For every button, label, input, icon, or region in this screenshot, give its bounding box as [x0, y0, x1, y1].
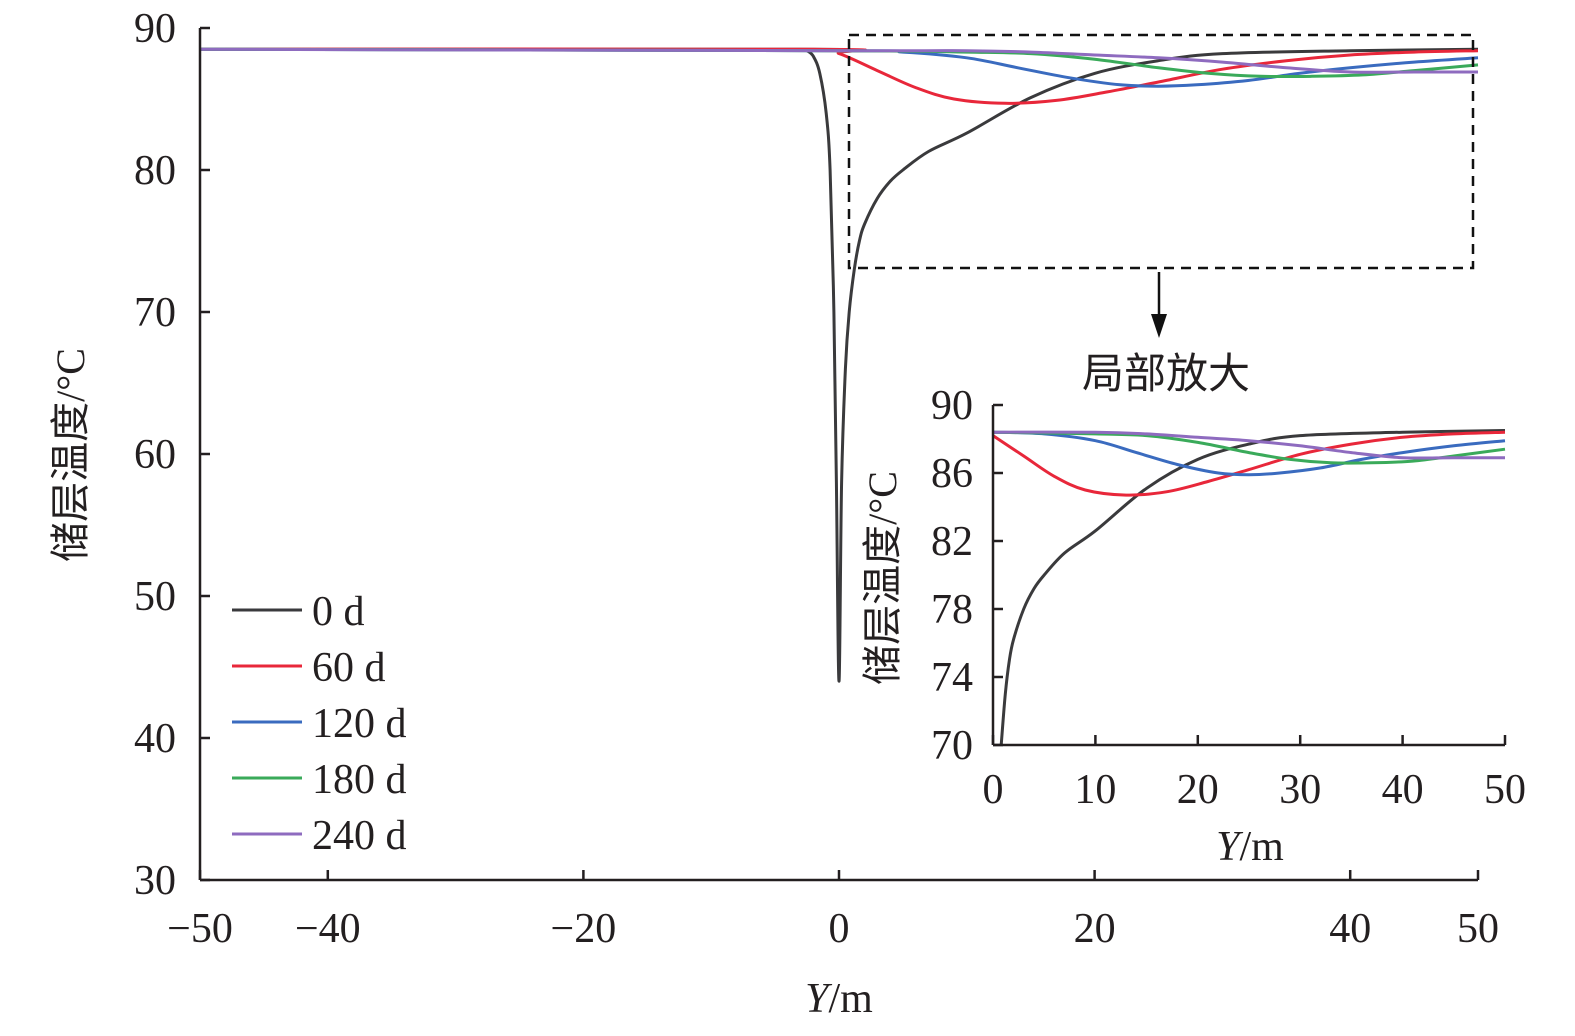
main-series-line-240d	[199, 47, 1478, 74]
legend: 0 d 60 d 120 d 180 d 240 d	[232, 589, 407, 859]
inset-series-line-120d	[992, 430, 1506, 477]
inset-y-tick-label: 74	[931, 655, 973, 701]
inset-y-tick-label: 90	[931, 383, 973, 429]
legend-label: 120 d	[312, 701, 407, 747]
main-x-tick-label: 50	[1457, 906, 1499, 952]
inset-y-tick-label: 78	[931, 587, 973, 633]
inset-x-tick-label: 20	[1177, 767, 1219, 813]
inset-series-line-60d	[992, 430, 1506, 497]
inset-x-tick-label: 30	[1279, 767, 1321, 813]
legend-label: 60 d	[312, 645, 386, 691]
inset-y-tick-label: 70	[931, 723, 973, 769]
inset-y-tick-label: 86	[931, 451, 973, 497]
inset-plot-series	[992, 429, 1506, 746]
inset-x-tick-label: 0	[983, 767, 1004, 813]
main-y-axis-label: 储层温度/°C	[48, 348, 93, 562]
main-y-tick-label: 80	[134, 148, 176, 194]
main-y-tick-label: 90	[134, 6, 176, 52]
inset-x-tick-label: 40	[1382, 767, 1424, 813]
inset-title: 局部放大	[1082, 352, 1250, 398]
legend-label: 0 d	[312, 589, 365, 635]
main-x-axis-label: Y/m	[805, 976, 873, 1022]
main-plot-series	[199, 47, 1479, 683]
inset-series-line-0d	[999, 429, 1506, 746]
main-x-tick-label: 0	[829, 906, 850, 952]
zoom-region-box	[847, 33, 1475, 270]
legend-label: 180 d	[312, 757, 407, 803]
main-y-tick-label: 50	[134, 574, 176, 620]
inset-series-line-240d	[992, 430, 1505, 460]
legend-label: 240 d	[312, 813, 407, 859]
main-y-tick-label: 70	[134, 290, 176, 336]
inset-x-axis-label: Y/m	[1216, 824, 1284, 870]
inset-axes: 0 10 20 30 40 50 70 74 78 82 86 90	[931, 383, 1526, 813]
inset-series-line-180d	[992, 430, 1506, 465]
main-x-tick-label: 40	[1329, 906, 1371, 952]
main-axes: −50 −40 −20 0 20 40 50 30 40 50 60 70 80 90	[134, 6, 1499, 952]
main-y-tick-label: 40	[134, 716, 176, 762]
main-y-tick-label: 60	[134, 432, 176, 478]
inset-x-tick-label: 50	[1484, 767, 1526, 813]
main-x-tick-label: −40	[295, 906, 361, 952]
main-y-tick-label: 30	[134, 858, 176, 904]
main-x-tick-label: −50	[167, 906, 233, 952]
zoom-arrow-head	[1151, 314, 1167, 338]
inset-x-tick-label: 10	[1074, 767, 1116, 813]
main-x-tick-label: −20	[551, 906, 617, 952]
main-x-tick-label: 20	[1074, 906, 1116, 952]
inset-y-axis-label: 储层温度/°C	[860, 471, 905, 685]
inset-y-tick-label: 82	[931, 519, 973, 565]
main-series-line-0d	[199, 47, 1479, 683]
